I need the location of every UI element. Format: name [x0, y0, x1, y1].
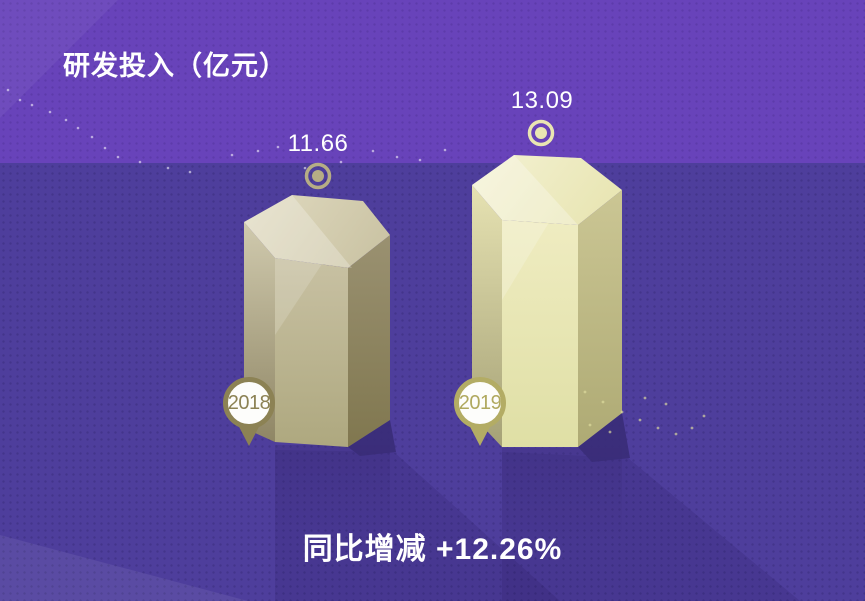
cast-shadow-2018	[348, 420, 396, 456]
marker-2019-icon	[527, 119, 555, 147]
bar-2018-right-face	[348, 235, 390, 447]
badge-circle-2019: 2019	[454, 377, 506, 429]
page-title: 研发投入（亿元）	[63, 51, 287, 81]
cast-shadow-2019	[578, 413, 630, 462]
bar-2019-top-sheen	[472, 155, 578, 225]
value-label-2019: 13.09	[510, 87, 574, 114]
bar-2018-top-face	[244, 195, 390, 268]
year-label-2019: 2019	[458, 391, 502, 414]
bar-2019-front-face	[502, 220, 578, 447]
reflection-2019	[502, 448, 622, 540]
marker-2018-dot	[312, 170, 324, 182]
marker-2019-ring	[527, 119, 555, 147]
bar-2018	[244, 195, 390, 447]
bar-2018-front-face	[275, 258, 348, 447]
year-label-2018: 2018	[227, 391, 271, 414]
marker-2018-icon	[304, 162, 332, 190]
marker-2018-ring	[304, 162, 332, 190]
bar-2019-right-face	[578, 190, 622, 447]
bar-2018-front-sheen	[275, 258, 322, 335]
badge-circle-2018: 2018	[223, 377, 275, 429]
reflection-2018	[275, 445, 390, 530]
yoy-change-label: 同比增减 +12.26%	[302, 533, 563, 566]
confetti-dots	[6, 88, 447, 174]
bar-2019-top-face	[472, 155, 622, 225]
value-label-2018: 11.66	[287, 130, 349, 157]
top-background-band	[0, 0, 865, 163]
marker-2019-dot	[535, 127, 547, 139]
bar-2019-front-sheen	[502, 220, 548, 300]
confetti-dots-yellow	[583, 390, 706, 436]
bar-2018-top-sheen	[244, 195, 352, 268]
